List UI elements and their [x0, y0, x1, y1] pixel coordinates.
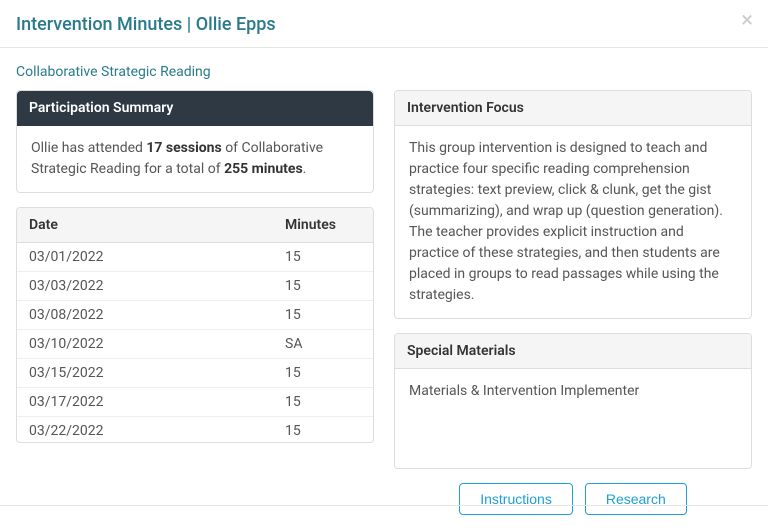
program-name: Collaborative Strategic Reading: [16, 64, 752, 80]
summary-sessions-count: 17 sessions: [146, 140, 221, 156]
table-row: 03/08/202215: [17, 301, 373, 330]
participation-summary-panel: Participation Summary Ollie has attended…: [16, 90, 374, 193]
intervention-focus-panel: Intervention Focus This group interventi…: [394, 90, 752, 319]
summary-text-prefix: Ollie has attended: [31, 140, 146, 156]
special-materials-body: Materials & Intervention Implementer: [395, 369, 751, 414]
col-date: Date: [17, 208, 273, 243]
cell-date: 03/03/2022: [17, 272, 273, 301]
modal: Intervention Minutes | Ollie Epps × Coll…: [0, 0, 768, 531]
cell-minutes: SA: [273, 330, 373, 359]
table-row: 03/22/202215: [17, 417, 373, 443]
special-materials-panel: Special Materials Materials & Interventi…: [394, 333, 752, 469]
cell-minutes: 15: [273, 243, 373, 272]
intervention-focus-body: This group intervention is designed to t…: [395, 126, 751, 318]
cell-date: 03/22/2022: [17, 417, 273, 443]
cell-minutes: 15: [273, 359, 373, 388]
content: Participation Summary Ollie has attended…: [0, 90, 768, 531]
participation-summary-body: Ollie has attended 17 sessions of Collab…: [17, 126, 373, 192]
participation-summary-header: Participation Summary: [17, 91, 373, 126]
cell-date: 03/17/2022: [17, 388, 273, 417]
table-row: 03/17/202215: [17, 388, 373, 417]
table-row: 03/01/202215: [17, 243, 373, 272]
cell-date: 03/01/2022: [17, 243, 273, 272]
close-icon[interactable]: ×: [741, 10, 753, 32]
summary-minutes-count: 255 minutes: [224, 161, 303, 177]
cell-minutes: 15: [273, 301, 373, 330]
intervention-focus-header: Intervention Focus: [395, 91, 751, 126]
table-row: 03/03/202215: [17, 272, 373, 301]
summary-text-suffix: .: [303, 161, 307, 177]
modal-header: Intervention Minutes | Ollie Epps ×: [0, 0, 768, 48]
sessions-table-wrap: Date Minutes 03/01/20221503/03/20221503/…: [16, 207, 374, 443]
sessions-table-scroll[interactable]: Date Minutes 03/01/20221503/03/20221503/…: [17, 208, 373, 442]
right-column: Intervention Focus This group interventi…: [394, 90, 752, 515]
cell-minutes: 15: [273, 417, 373, 443]
cell-date: 03/10/2022: [17, 330, 273, 359]
subheader: Collaborative Strategic Reading: [0, 48, 768, 90]
cell-date: 03/15/2022: [17, 359, 273, 388]
instructions-button[interactable]: Instructions: [459, 483, 573, 515]
table-row: 03/15/202215: [17, 359, 373, 388]
cell-minutes: 15: [273, 388, 373, 417]
col-minutes: Minutes: [273, 208, 373, 243]
footer-divider: [0, 505, 768, 506]
button-row: Instructions Research: [394, 483, 752, 515]
table-row: 03/10/2022SA: [17, 330, 373, 359]
research-button[interactable]: Research: [585, 483, 687, 515]
cell-minutes: 15: [273, 272, 373, 301]
page-title: Intervention Minutes | Ollie Epps: [16, 14, 752, 35]
special-materials-header: Special Materials: [395, 334, 751, 369]
cell-date: 03/08/2022: [17, 301, 273, 330]
left-column: Participation Summary Ollie has attended…: [16, 90, 374, 515]
sessions-table: Date Minutes 03/01/20221503/03/20221503/…: [17, 208, 373, 442]
